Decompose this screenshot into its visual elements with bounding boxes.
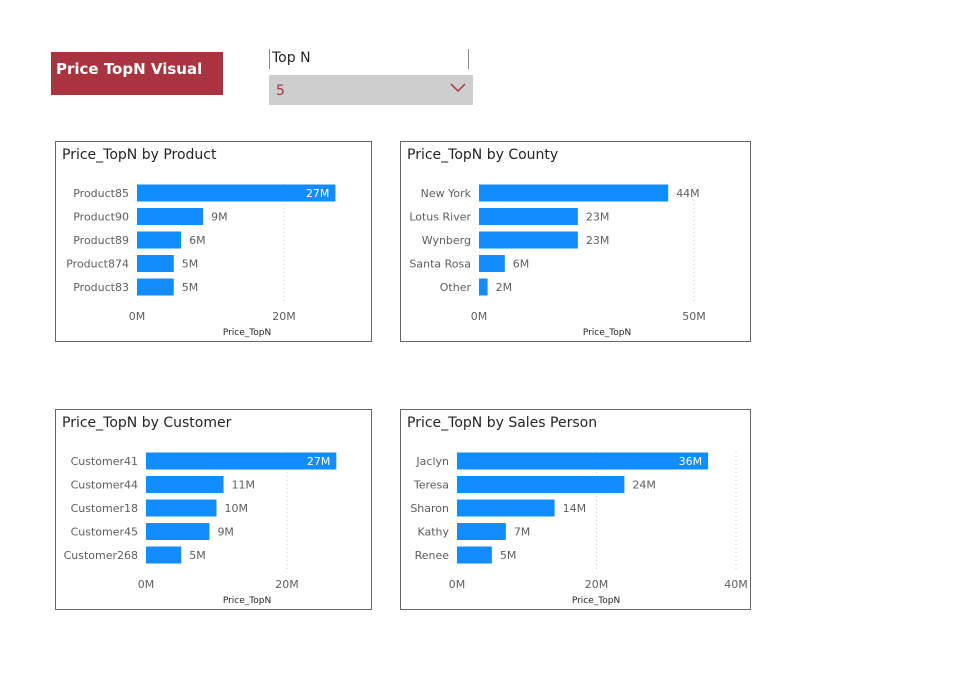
x-axis-title: Price_TopN bbox=[223, 328, 271, 338]
data-label: 27M bbox=[306, 187, 330, 200]
category-label: Teresa bbox=[413, 479, 449, 492]
x-axis-title: Price_TopN bbox=[583, 328, 631, 338]
data-label: 6M bbox=[513, 258, 530, 271]
data-label: 36M bbox=[679, 455, 703, 468]
chart-price-by-county[interactable]: Price_TopN by County New York 44M Lotus Riv… bbox=[400, 141, 751, 342]
category-label: Santa Rosa bbox=[409, 258, 471, 271]
data-label: 6M bbox=[189, 234, 206, 247]
x-axis-title: Price_TopN bbox=[223, 596, 271, 606]
x-axis-title: Price_TopN bbox=[572, 596, 620, 606]
bar[interactable] bbox=[457, 523, 506, 540]
bar[interactable] bbox=[479, 184, 669, 202]
slicer-divider bbox=[468, 49, 469, 69]
bar[interactable] bbox=[137, 231, 182, 249]
category-label: New York bbox=[421, 187, 472, 200]
bar[interactable] bbox=[457, 476, 625, 493]
data-label: 14M bbox=[563, 502, 587, 515]
tick-label: 20M bbox=[275, 578, 299, 591]
chart-price-by-customer[interactable]: Price_TopN by Customer Customer41 27M Custo… bbox=[55, 409, 372, 610]
tick-label: 20M bbox=[585, 578, 609, 591]
tick-label: 0M bbox=[471, 310, 488, 323]
category-label: Product85 bbox=[73, 187, 129, 200]
chart-svg: Price_TopN by Sales Person Jaclyn 36M Teres… bbox=[407, 415, 748, 606]
bar[interactable] bbox=[137, 278, 174, 296]
chart-svg: Price_TopN by Product Product85 27M Product… bbox=[62, 147, 336, 338]
chart-price-by-sales-person[interactable]: Price_TopN by Sales Person Jaclyn 36M Teres… bbox=[400, 409, 751, 610]
data-label: 11M bbox=[232, 479, 256, 492]
category-label: Wynberg bbox=[422, 234, 471, 247]
category-label: Renee bbox=[415, 549, 450, 562]
bar[interactable] bbox=[137, 184, 336, 202]
data-label: 7M bbox=[514, 526, 531, 539]
bar[interactable] bbox=[479, 231, 578, 249]
bar[interactable] bbox=[457, 499, 555, 517]
data-label: 10M bbox=[225, 502, 249, 515]
top-n-selected-value: 5 bbox=[276, 83, 285, 99]
data-label: 5M bbox=[182, 258, 199, 271]
bar[interactable] bbox=[146, 546, 182, 564]
data-label: 5M bbox=[189, 549, 206, 562]
bar[interactable] bbox=[479, 208, 578, 225]
bar[interactable] bbox=[457, 452, 709, 470]
bar[interactable] bbox=[146, 452, 337, 470]
data-label: 27M bbox=[307, 455, 331, 468]
data-label: 5M bbox=[500, 549, 517, 562]
data-label: 44M bbox=[676, 187, 700, 200]
category-label: Product90 bbox=[73, 211, 129, 224]
tick-label: 20M bbox=[272, 310, 296, 323]
tick-label: 50M bbox=[682, 310, 706, 323]
report-title: Price TopN Visual bbox=[51, 52, 223, 95]
category-label: Customer44 bbox=[71, 479, 138, 492]
data-label: 2M bbox=[496, 281, 512, 294]
data-label: 9M bbox=[217, 526, 234, 539]
data-label: 24M bbox=[632, 479, 656, 492]
bar[interactable] bbox=[137, 208, 204, 225]
category-label: Product83 bbox=[73, 281, 129, 294]
category-label: Customer41 bbox=[71, 455, 138, 468]
tick-label: 40M bbox=[724, 578, 748, 591]
tick-label: 0M bbox=[449, 578, 466, 591]
bar[interactable] bbox=[146, 523, 210, 540]
chart-svg: Price_TopN by County New York 44M Lotus Riv… bbox=[407, 147, 706, 338]
category-label: Jaclyn bbox=[415, 455, 449, 468]
category-label: Sharon bbox=[410, 502, 449, 515]
top-n-slicer: Top N 5 bbox=[269, 46, 473, 105]
data-label: 5M bbox=[182, 281, 199, 294]
bar[interactable] bbox=[146, 476, 224, 493]
category-label: Customer45 bbox=[71, 526, 138, 539]
bar[interactable] bbox=[146, 499, 217, 517]
slicer-divider bbox=[269, 49, 270, 69]
category-label: Other bbox=[440, 281, 472, 294]
category-label: Customer18 bbox=[71, 502, 138, 515]
category-label: Kathy bbox=[417, 526, 449, 539]
chart-svg: Price_TopN by Customer Customer41 27M Custo… bbox=[62, 415, 337, 606]
tick-label: 0M bbox=[138, 578, 155, 591]
category-label: Product874 bbox=[66, 258, 129, 271]
bar[interactable] bbox=[457, 546, 492, 564]
category-label: Customer268 bbox=[64, 549, 138, 562]
top-n-dropdown[interactable]: 5 bbox=[269, 75, 473, 105]
slicer-label: Top N bbox=[272, 50, 311, 66]
chart-title: Price_TopN by County bbox=[407, 147, 558, 163]
data-label: 23M bbox=[586, 211, 610, 224]
chart-title: Price_TopN by Product bbox=[62, 147, 217, 163]
chart-title: Price_TopN by Customer bbox=[62, 415, 232, 431]
data-label: 23M bbox=[586, 234, 610, 247]
data-label: 9M bbox=[211, 211, 228, 224]
chart-title: Price_TopN by Sales Person bbox=[407, 415, 597, 431]
category-label: Product89 bbox=[73, 234, 129, 247]
category-label: Lotus River bbox=[409, 211, 471, 224]
bar[interactable] bbox=[479, 255, 505, 272]
bar[interactable] bbox=[137, 255, 174, 272]
bar[interactable] bbox=[479, 278, 488, 296]
tick-label: 0M bbox=[129, 310, 146, 323]
chevron-down-icon[interactable] bbox=[449, 82, 467, 94]
chart-price-by-product[interactable]: Price_TopN by Product Product85 27M Product… bbox=[55, 141, 372, 342]
